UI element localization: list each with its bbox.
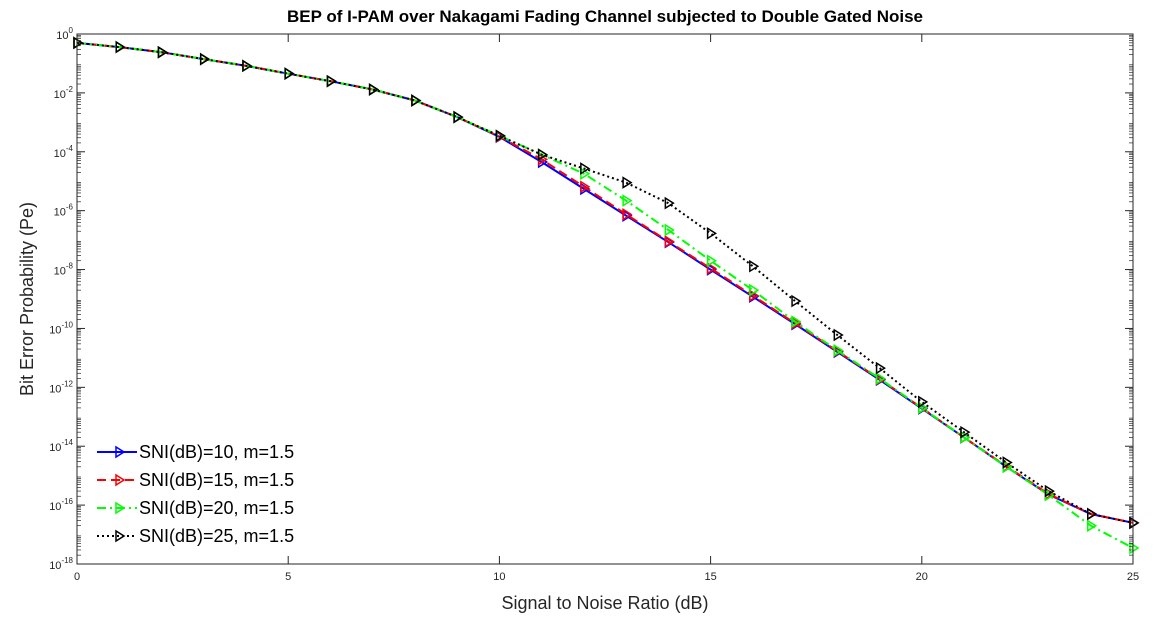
series-3-point: [664, 223, 675, 237]
x-tick-label: 20: [916, 571, 928, 583]
legend-label: SNI(dB)=20, m=1.5: [139, 498, 294, 518]
y-tick-label: 100: [56, 26, 73, 42]
y-tick-label: 10-12: [49, 379, 73, 395]
series-4-point: [875, 361, 886, 375]
y-tick-base: 10: [49, 324, 61, 336]
series-2-point: [580, 180, 591, 194]
y-tick-exponent: -10: [61, 320, 73, 329]
series-4-point: [1044, 484, 1055, 498]
y-tick-exponent: -14: [61, 438, 73, 447]
y-tick-base: 10: [54, 148, 66, 160]
legend-label: SNI(dB)=15, m=1.5: [139, 470, 294, 490]
y-tick-label: 10-14: [49, 438, 73, 454]
series-4-point: [242, 59, 253, 73]
legend-swatch-marker: [115, 501, 126, 515]
series-4-point: [960, 425, 971, 439]
x-tick-label: 10: [493, 571, 505, 583]
y-tick-label: 10-6: [54, 203, 74, 219]
y-tick-base: 10: [49, 501, 61, 513]
series-3-point: [791, 315, 802, 329]
y-tick-base: 10: [54, 266, 66, 278]
legend-label: SNI(dB)=10, m=1.5: [139, 442, 294, 462]
x-tick-label: 0: [74, 571, 80, 583]
x-axis-label: Signal to Noise Ratio (dB): [501, 593, 708, 613]
series-4-point: [580, 162, 591, 175]
series-3-point: [622, 194, 633, 207]
y-tick-base: 10: [49, 442, 61, 454]
y-tick-base: 10: [56, 30, 68, 42]
legend-swatch-marker: [115, 445, 126, 459]
y-tick-exponent: -8: [66, 262, 74, 271]
series-3-point: [1087, 519, 1098, 533]
series-line-3: [76, 41, 1134, 549]
legend-label: SNI(dB)=25, m=1.5: [139, 526, 294, 546]
y-tick-exponent: -2: [66, 85, 74, 94]
y-tick-base: 10: [54, 207, 66, 219]
y-tick-exponent: -18: [61, 556, 73, 565]
series-4-point: [749, 259, 760, 273]
y-tick-exponent: -16: [61, 497, 73, 506]
data-marks: [73, 36, 1140, 555]
series-2-point: [706, 261, 718, 275]
series-4-point: [284, 67, 295, 81]
y-tick-label: 10-8: [54, 262, 74, 278]
y-tick-label: 10-18: [49, 556, 73, 572]
series-line-2: [76, 41, 1134, 524]
axis-ticks: 0 5 10 15 20 2510010-210-410-610-810-1010-121…: [49, 26, 1139, 583]
x-tick-label: 5: [285, 571, 291, 583]
series-3-point: [749, 283, 760, 297]
y-tick-exponent: 0: [69, 26, 74, 35]
series-4-point: [1002, 456, 1013, 469]
series-4-point: [664, 196, 675, 210]
y-tick-label: 10-4: [54, 144, 74, 160]
y-tick-exponent: -6: [66, 203, 74, 212]
y-tick-base: 10: [54, 89, 66, 101]
y-tick-label: 10-10: [49, 320, 73, 336]
series-4-point: [199, 52, 211, 66]
series-4-point: [495, 129, 506, 143]
series-4-point: [368, 83, 380, 96]
series-4-point: [833, 328, 844, 342]
series-4-point: [706, 226, 718, 240]
series-4-point: [622, 176, 633, 189]
series-4-point: [326, 74, 337, 88]
series-2-point: [622, 207, 633, 221]
chart-title: BEP of I-PAM over Nakagami Fading Channe…: [287, 7, 923, 26]
y-axis-label: Bit Error Probability (Pe): [17, 202, 37, 396]
legend-swatch-marker: [115, 529, 126, 543]
series-3-point: [706, 254, 718, 268]
series-4-point: [791, 294, 802, 308]
x-tick-label: 15: [704, 571, 716, 583]
y-tick-exponent: -12: [61, 379, 73, 388]
series-3-point: [1129, 541, 1140, 555]
series-4-point: [1087, 507, 1098, 521]
series-3-point: [918, 401, 929, 415]
legend-box: [91, 436, 336, 554]
legend: SNI(dB)=10, m=1.5 SNI(dB)=15, m=1.5 SNI(dB…: [91, 436, 336, 554]
series-3-point: [833, 344, 844, 357]
series-4-point: [453, 110, 464, 124]
series-4-point: [411, 94, 422, 107]
series-4-point: [115, 40, 126, 54]
series-3-point: [875, 372, 886, 385]
x-tick-label: 25: [1127, 571, 1139, 583]
series-4-point: [537, 148, 549, 161]
y-tick-label: 10-16: [49, 497, 73, 513]
series-2-point: [664, 235, 675, 248]
legend-swatch-marker: [115, 473, 126, 487]
series-4-point: [1129, 516, 1140, 530]
series-4-point: [918, 395, 929, 409]
plot-frame: [76, 33, 1134, 565]
y-tick-base: 10: [49, 560, 61, 572]
y-tick-exponent: -4: [66, 144, 74, 153]
y-tick-label: 10-2: [54, 85, 74, 101]
y-tick-base: 10: [49, 383, 61, 395]
series-4-point: [157, 45, 168, 59]
